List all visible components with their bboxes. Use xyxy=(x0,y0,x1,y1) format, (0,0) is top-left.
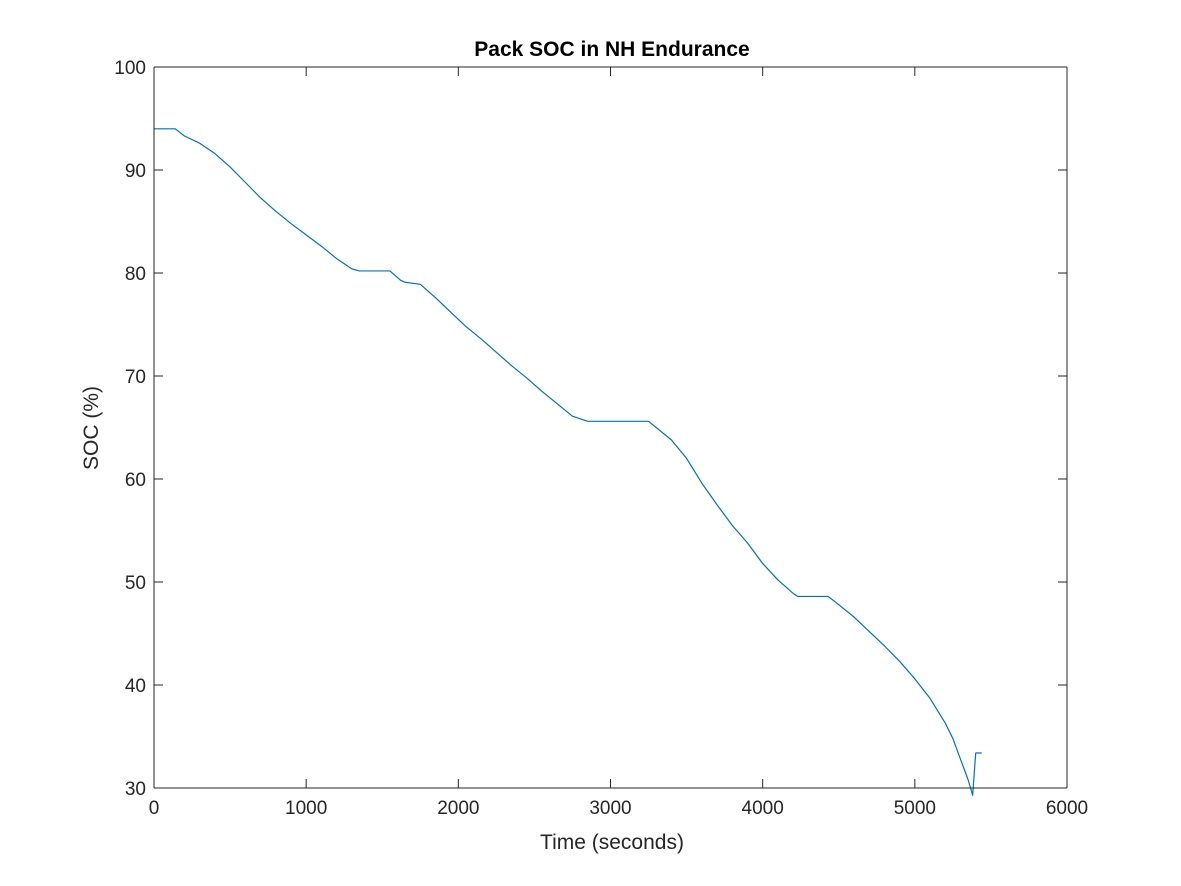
y-tick-label: 100 xyxy=(114,58,146,79)
x-tick-label: 2000 xyxy=(437,798,479,819)
y-tick-label: 80 xyxy=(125,264,146,285)
x-tick-label: 5000 xyxy=(894,798,936,819)
y-tick-label: 90 xyxy=(125,161,146,182)
chart-title: Pack SOC in NH Endurance xyxy=(474,38,749,61)
ticks-layer: 0 1000 2000 3000 4000 5000 6000 30 40 50 60 70 80 90 1… xyxy=(114,58,1088,819)
x-tick-label: 1000 xyxy=(285,798,327,819)
y-tick-label: 40 xyxy=(125,676,146,697)
x-axis-label: Time (seconds) xyxy=(540,831,684,854)
x-tick-label: 0 xyxy=(149,798,160,819)
y-tick-label: 60 xyxy=(125,470,146,491)
data-layer xyxy=(154,128,982,796)
x-tick-label: 4000 xyxy=(742,798,784,819)
y-tick-label: 30 xyxy=(125,779,146,800)
y-tick-label: 50 xyxy=(125,573,146,594)
x-tick-label: 6000 xyxy=(1046,798,1088,819)
x-tick-label: 3000 xyxy=(589,798,631,819)
y-tick-label: 70 xyxy=(125,367,146,388)
plot-area xyxy=(154,67,1067,788)
series-line-0 xyxy=(154,128,982,796)
y-axis-label: SOC (%) xyxy=(80,386,103,470)
